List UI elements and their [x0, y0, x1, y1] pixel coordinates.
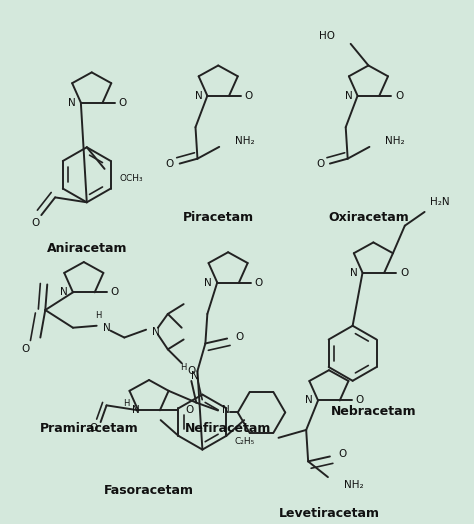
Text: H: H [181, 363, 187, 372]
Text: NH₂: NH₂ [385, 136, 405, 146]
Text: O: O [356, 396, 364, 406]
Text: N: N [152, 326, 160, 336]
Text: N: N [350, 268, 357, 278]
Text: H: H [123, 399, 129, 408]
Text: Nebracetam: Nebracetam [330, 405, 416, 418]
Text: O: O [110, 287, 118, 297]
Text: O: O [255, 278, 263, 288]
Text: Pramiracetam: Pramiracetam [39, 422, 138, 435]
Text: N: N [191, 371, 199, 381]
Text: O: O [338, 449, 347, 458]
Text: O: O [316, 159, 324, 169]
Text: NH₂: NH₂ [344, 480, 364, 490]
Text: N: N [132, 405, 140, 416]
Text: N: N [195, 91, 202, 101]
Text: Oxiracetam: Oxiracetam [328, 211, 409, 224]
Text: N: N [103, 323, 110, 333]
Text: O: O [185, 405, 194, 416]
Text: H: H [95, 311, 102, 320]
Text: Piracetam: Piracetam [182, 211, 254, 224]
Text: O: O [31, 218, 39, 228]
Text: O: O [400, 268, 408, 278]
Text: O: O [166, 159, 174, 169]
Text: O: O [21, 344, 30, 354]
Text: N: N [222, 406, 230, 416]
Text: O: O [245, 91, 253, 101]
Text: Aniracetam: Aniracetam [46, 242, 127, 255]
Text: N: N [305, 396, 313, 406]
Text: O: O [118, 97, 127, 107]
Text: O: O [187, 366, 195, 376]
Text: Levetiracetam: Levetiracetam [278, 507, 379, 520]
Text: N: N [68, 97, 76, 107]
Text: NH₂: NH₂ [235, 136, 255, 146]
Text: N: N [60, 287, 68, 297]
Text: Nefiracetam: Nefiracetam [185, 422, 271, 435]
Text: O: O [90, 423, 98, 433]
Text: HO: HO [319, 31, 335, 41]
Text: N: N [345, 91, 353, 101]
Text: C₂H₅: C₂H₅ [235, 437, 255, 446]
Text: O: O [395, 91, 403, 101]
Text: O: O [236, 332, 244, 342]
Text: Fasoracetam: Fasoracetam [104, 484, 194, 497]
Text: H₂N: H₂N [429, 197, 449, 207]
Text: OCH₃: OCH₃ [119, 174, 143, 183]
Text: N: N [204, 278, 212, 288]
